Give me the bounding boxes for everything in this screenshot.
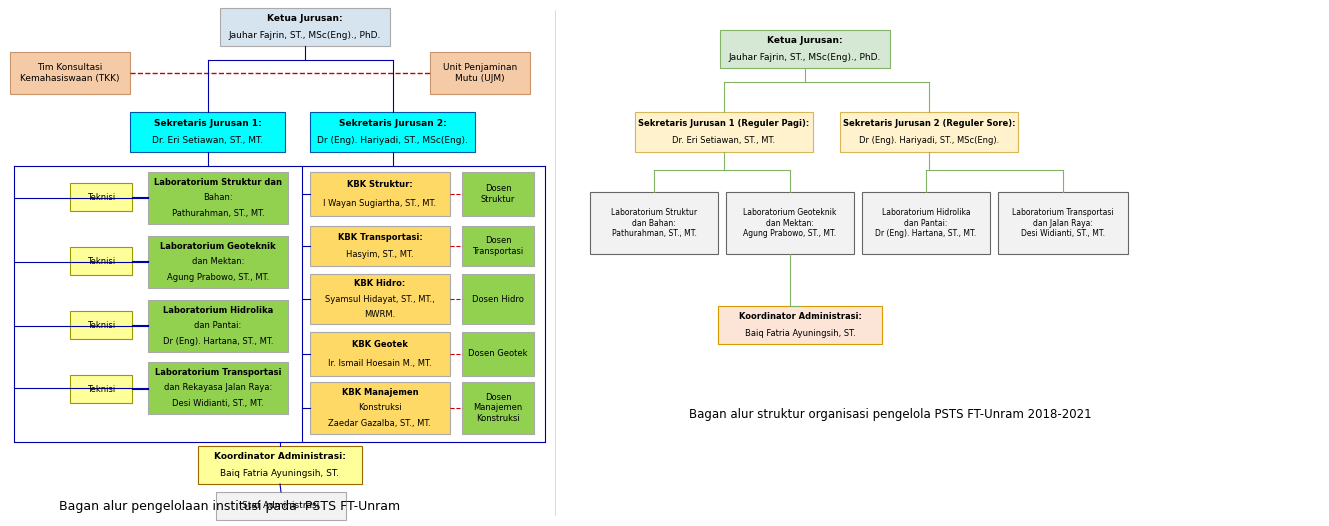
Text: Teknisi: Teknisi <box>86 193 116 201</box>
Text: I Wayan Sugiartha, ST., MT.: I Wayan Sugiartha, ST., MT. <box>323 199 436 208</box>
Text: Dosen
Manajemen
Konstruksi: Dosen Manajemen Konstruksi <box>473 393 522 423</box>
FancyBboxPatch shape <box>462 172 534 216</box>
Text: Laboratorium Geoteknik: Laboratorium Geoteknik <box>161 242 276 251</box>
FancyBboxPatch shape <box>70 247 132 275</box>
Text: Laboratorium Struktur dan: Laboratorium Struktur dan <box>154 178 282 187</box>
FancyBboxPatch shape <box>148 300 288 352</box>
Text: Jauhar Fajrin, ST., MSc(Eng)., PhD.: Jauhar Fajrin, ST., MSc(Eng)., PhD. <box>229 31 381 40</box>
Text: Ir. Ismail Hoesain M., MT.: Ir. Ismail Hoesain M., MT. <box>328 359 432 368</box>
Text: dan Mektan:: dan Mektan: <box>191 258 245 267</box>
Text: Dr. Eri Setiawan, ST., MT.: Dr. Eri Setiawan, ST., MT. <box>152 136 263 145</box>
Text: Baiq Fatria Ayuningsih, ST.: Baiq Fatria Ayuningsih, ST. <box>744 329 856 338</box>
Text: KBK Struktur:: KBK Struktur: <box>347 180 413 189</box>
FancyBboxPatch shape <box>70 311 132 339</box>
Text: Teknisi: Teknisi <box>86 320 116 329</box>
FancyBboxPatch shape <box>718 306 882 344</box>
Text: Syamsul Hidayat, ST., MT.,: Syamsul Hidayat, ST., MT., <box>326 295 435 304</box>
FancyBboxPatch shape <box>221 8 389 46</box>
Text: dan Rekayasa Jalan Raya:: dan Rekayasa Jalan Raya: <box>163 383 272 392</box>
Text: Laboratorium Geoteknik
dan Mektan:
Agung Prabowo, ST., MT.: Laboratorium Geoteknik dan Mektan: Agung… <box>743 208 837 238</box>
FancyBboxPatch shape <box>863 192 990 254</box>
Text: Sekretaris Jurusan 1:: Sekretaris Jurusan 1: <box>154 119 262 128</box>
Text: Koordinator Administrasi:: Koordinator Administrasi: <box>739 312 861 321</box>
Text: Dr (Eng). Hariyadi, ST., MSc(Eng).: Dr (Eng). Hariyadi, ST., MSc(Eng). <box>318 136 468 145</box>
FancyBboxPatch shape <box>310 226 451 266</box>
Text: Laboratorium Struktur
dan Bahan:
Pathurahman, ST., MT.: Laboratorium Struktur dan Bahan: Pathura… <box>611 208 698 238</box>
Text: Sekretaris Jurusan 2 (Reguler Sore):: Sekretaris Jurusan 2 (Reguler Sore): <box>843 119 1015 128</box>
FancyBboxPatch shape <box>310 332 451 376</box>
Text: Dr (Eng). Hariyadi, ST., MSc(Eng).: Dr (Eng). Hariyadi, ST., MSc(Eng). <box>859 136 999 145</box>
Text: Koordinator Administrasi:: Koordinator Administrasi: <box>214 452 346 461</box>
Text: Hasyim, ST., MT.: Hasyim, ST., MT. <box>346 250 413 259</box>
Text: Bagan alur struktur organisasi pengelola PSTS FT-Unram 2018-2021: Bagan alur struktur organisasi pengelola… <box>688 408 1091 421</box>
FancyBboxPatch shape <box>840 112 1018 152</box>
FancyBboxPatch shape <box>148 362 288 414</box>
FancyBboxPatch shape <box>310 382 451 434</box>
Text: Tim Konsultasi
Kemahasiswaan (TKK): Tim Konsultasi Kemahasiswaan (TKK) <box>20 63 120 83</box>
FancyBboxPatch shape <box>462 226 534 266</box>
Text: Dr (Eng). Hartana, ST., MT.: Dr (Eng). Hartana, ST., MT. <box>162 337 274 346</box>
FancyBboxPatch shape <box>148 236 288 288</box>
Text: Dosen
Transportasi: Dosen Transportasi <box>472 236 524 256</box>
FancyBboxPatch shape <box>217 492 346 520</box>
Text: Dosen Hidro: Dosen Hidro <box>472 295 524 304</box>
FancyBboxPatch shape <box>720 30 890 68</box>
FancyBboxPatch shape <box>70 375 132 403</box>
Text: Dr. Eri Setiawan, ST., MT.: Dr. Eri Setiawan, ST., MT. <box>672 136 776 145</box>
Text: Bagan alur pengelolaan institusi pada  PSTS FT-Unram: Bagan alur pengelolaan institusi pada PS… <box>60 500 400 513</box>
Text: Dosen
Struktur: Dosen Struktur <box>481 184 516 204</box>
Text: Pathurahman, ST., MT.: Pathurahman, ST., MT. <box>171 209 264 218</box>
FancyBboxPatch shape <box>310 112 474 152</box>
Text: Laboratorium Transportasi: Laboratorium Transportasi <box>154 368 282 377</box>
FancyBboxPatch shape <box>462 332 534 376</box>
Text: Desi Widianti, ST., MT.: Desi Widianti, ST., MT. <box>173 399 264 408</box>
Text: Teknisi: Teknisi <box>86 385 116 393</box>
Text: KBK Hidro:: KBK Hidro: <box>355 279 405 288</box>
FancyBboxPatch shape <box>462 274 534 324</box>
Text: KBK Geotek: KBK Geotek <box>352 340 408 349</box>
Text: Bahan:: Bahan: <box>203 194 233 203</box>
Text: KBK Manajemen: KBK Manajemen <box>342 388 419 397</box>
Text: Laboratorium Transportasi
dan Jalan Raya:
Desi Widianti, ST., MT.: Laboratorium Transportasi dan Jalan Raya… <box>1013 208 1114 238</box>
Text: MWRM.: MWRM. <box>364 310 396 319</box>
Text: Staf Administrasi: Staf Administrasi <box>242 501 320 511</box>
FancyBboxPatch shape <box>431 52 530 94</box>
FancyBboxPatch shape <box>130 112 284 152</box>
Text: Konstruksi: Konstruksi <box>358 403 401 412</box>
FancyBboxPatch shape <box>726 192 855 254</box>
Text: Dosen Geotek: Dosen Geotek <box>468 349 528 359</box>
FancyBboxPatch shape <box>198 446 361 484</box>
Text: KBK Transportasi:: KBK Transportasi: <box>338 233 423 242</box>
Text: Sekretaris Jurusan 1 (Reguler Pagi):: Sekretaris Jurusan 1 (Reguler Pagi): <box>638 119 809 128</box>
Text: Ketua Jurusan:: Ketua Jurusan: <box>767 36 843 45</box>
FancyBboxPatch shape <box>462 382 534 434</box>
Text: Teknisi: Teknisi <box>86 257 116 266</box>
FancyBboxPatch shape <box>11 52 130 94</box>
FancyBboxPatch shape <box>148 172 288 224</box>
Text: Laboratorium Hidrolika: Laboratorium Hidrolika <box>163 306 274 315</box>
FancyBboxPatch shape <box>310 172 451 216</box>
FancyBboxPatch shape <box>310 274 451 324</box>
Text: Sekretaris Jurusan 2:: Sekretaris Jurusan 2: <box>339 119 447 128</box>
FancyBboxPatch shape <box>70 183 132 211</box>
Text: Zaedar Gazalba, ST., MT.: Zaedar Gazalba, ST., MT. <box>328 419 432 428</box>
Text: Unit Penjaminan
Mutu (UJM): Unit Penjaminan Mutu (UJM) <box>443 63 517 83</box>
FancyBboxPatch shape <box>998 192 1128 254</box>
FancyBboxPatch shape <box>590 192 718 254</box>
Text: Laboratorium Hidrolika
dan Pantai:
Dr (Eng). Hartana, ST., MT.: Laboratorium Hidrolika dan Pantai: Dr (E… <box>876 208 977 238</box>
Text: Jauhar Fajrin, ST., MSc(Eng)., PhD.: Jauhar Fajrin, ST., MSc(Eng)., PhD. <box>728 53 881 62</box>
Text: Baiq Fatria Ayuningsih, ST.: Baiq Fatria Ayuningsih, ST. <box>221 469 339 478</box>
Text: Ketua Jurusan:: Ketua Jurusan: <box>267 14 343 23</box>
Text: dan Pantai:: dan Pantai: <box>194 321 242 330</box>
Text: Agung Prabowo, ST., MT.: Agung Prabowo, ST., MT. <box>167 274 270 282</box>
FancyBboxPatch shape <box>635 112 813 152</box>
